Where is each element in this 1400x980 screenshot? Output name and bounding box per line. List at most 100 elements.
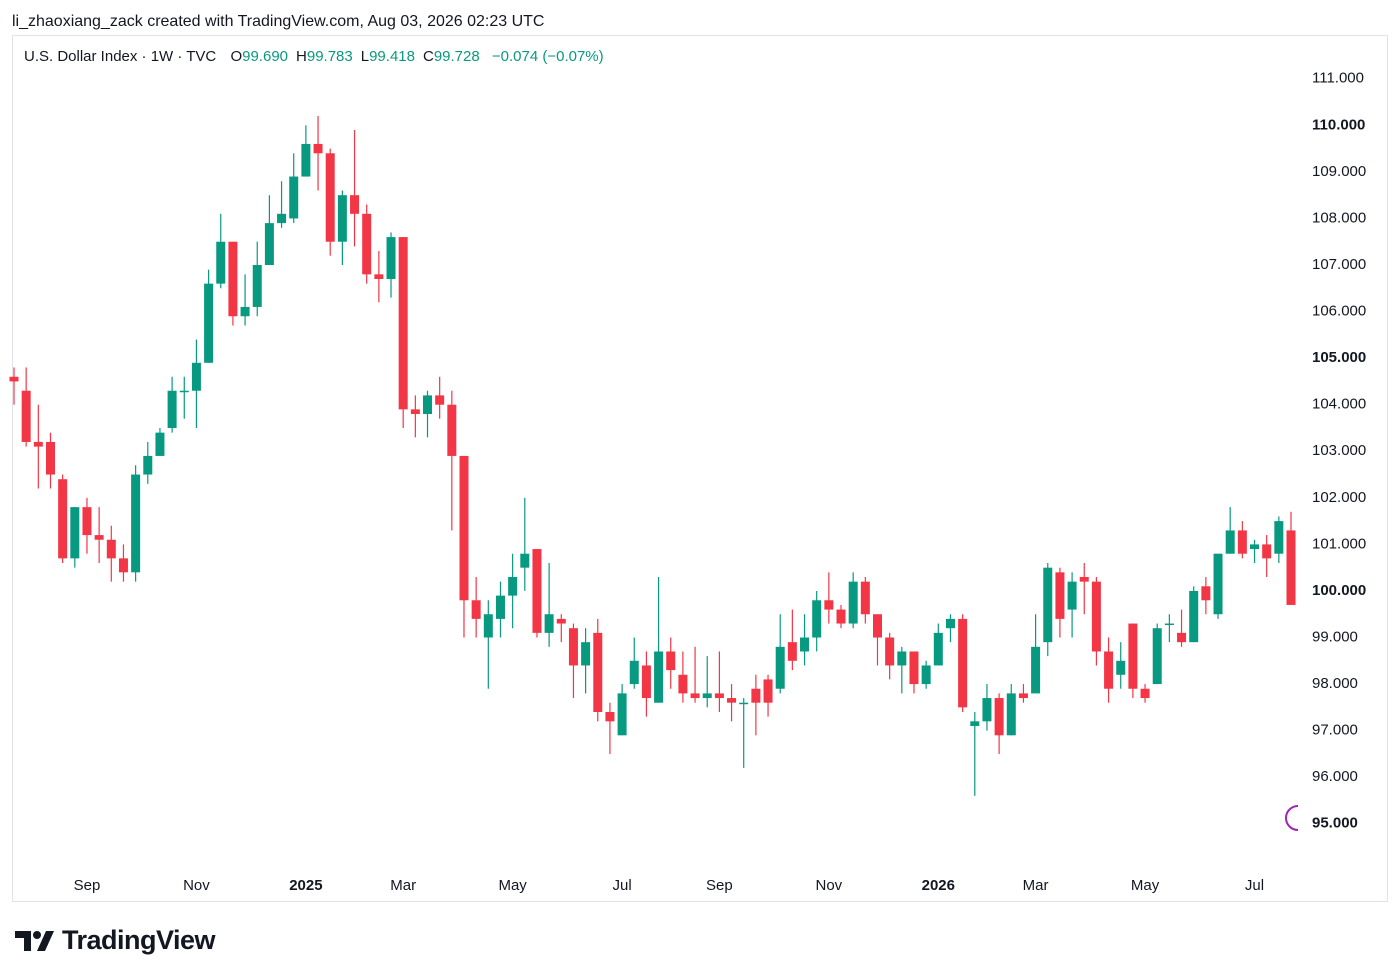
candle-body	[447, 404, 457, 456]
candle-body	[654, 651, 664, 703]
candle-body	[1067, 581, 1077, 610]
candle-body	[155, 432, 165, 456]
symbol: U.S. Dollar Index · 1W · TVC	[24, 48, 217, 65]
candle-body	[629, 660, 639, 685]
candle-body	[33, 441, 43, 447]
candle-body	[1043, 567, 1053, 643]
ohlc-label: H	[296, 48, 307, 65]
candle-body	[1177, 632, 1187, 643]
candle-body	[617, 693, 627, 736]
candle-body	[1055, 572, 1065, 619]
candle-body	[1091, 581, 1101, 652]
candle-body	[1018, 693, 1028, 699]
candle-body	[350, 195, 360, 214]
candle-body	[994, 698, 1004, 736]
candle-body	[593, 632, 603, 713]
candle-body	[702, 693, 712, 699]
candle-body	[1250, 544, 1260, 550]
credit: li_zhaoxiang_zack created with TradingVi…	[12, 13, 545, 30]
ohlc-value: 99.783	[306, 48, 353, 65]
candle-body	[167, 390, 177, 428]
candle-body	[970, 721, 980, 726]
logo-part	[33, 931, 41, 939]
y-tick-label: 102.000	[1312, 489, 1366, 506]
y-tick-label: 106.000	[1312, 303, 1366, 320]
ohlc-value: 99.418	[369, 48, 415, 65]
candle-body	[216, 241, 226, 284]
candle-body	[191, 362, 201, 391]
candle-body	[666, 651, 676, 671]
y-tick-label: 96.000	[1312, 768, 1358, 785]
candle-body	[739, 702, 749, 705]
ohlc-label: C	[422, 48, 434, 65]
y-tick-label: 101.000	[1312, 535, 1366, 552]
candle-body	[82, 507, 92, 536]
x-tick-label: Mar	[390, 877, 416, 894]
y-tick-label: 105.000	[1312, 349, 1366, 366]
candle-body	[1286, 530, 1296, 605]
candle-body	[252, 265, 262, 307]
candle-body	[556, 618, 566, 624]
candle-body	[568, 628, 578, 666]
chart-frame	[12, 35, 1388, 902]
candle-body	[1140, 688, 1150, 699]
candle-body	[9, 376, 19, 382]
candle-body	[459, 455, 469, 601]
candle-body	[301, 143, 311, 177]
candle-body	[1152, 628, 1162, 685]
x-tick-label: Jul	[1245, 877, 1264, 894]
candle-body	[714, 693, 724, 699]
candle-body	[787, 642, 797, 661]
x-tick-label: 2025	[289, 877, 322, 894]
candle-body	[836, 609, 846, 624]
candle-body	[897, 651, 907, 666]
candle-body	[581, 642, 591, 666]
candle-body	[228, 241, 238, 317]
candle-body	[313, 143, 323, 154]
candle-body	[240, 306, 250, 317]
logo-icon	[15, 931, 54, 951]
candle-body	[800, 637, 810, 652]
candle-body	[824, 600, 834, 610]
candle-body	[751, 688, 761, 703]
candle-body	[727, 698, 737, 703]
candle-body	[143, 455, 153, 475]
candle-body	[1031, 646, 1041, 694]
ohlc-label: O	[230, 48, 243, 65]
ohlc-label: L	[360, 48, 370, 65]
candle-body	[289, 176, 299, 219]
candle-body	[94, 535, 104, 540]
candle-body	[848, 581, 858, 624]
candle-body	[1262, 544, 1272, 559]
candle-body	[775, 646, 785, 689]
candle-body	[21, 390, 31, 442]
candle-body	[508, 576, 518, 596]
candle-body	[1237, 530, 1247, 554]
x-tick-label: May	[1131, 877, 1160, 894]
change: −0.074 (−0.07%)	[491, 48, 604, 65]
candle-body	[1274, 521, 1284, 554]
candle-body	[495, 595, 505, 619]
candle-body	[204, 283, 214, 363]
candle-body	[362, 213, 372, 275]
logo-part	[15, 931, 31, 951]
ohlc-value: 99.690	[242, 48, 289, 65]
x-tick-label: Mar	[1023, 877, 1049, 894]
candle-body	[532, 549, 542, 633]
y-tick-label: 100.000	[1312, 582, 1366, 599]
logo-part	[37, 931, 54, 951]
candle-body	[70, 507, 80, 559]
x-tick-label: 2026	[922, 877, 955, 894]
candle-body	[1225, 530, 1235, 554]
candle-body	[1189, 590, 1199, 643]
candle-body	[933, 632, 943, 666]
candle-body	[471, 600, 481, 619]
candle-body	[909, 651, 919, 685]
y-tick-label: 110.000	[1312, 116, 1365, 133]
candle-body	[605, 712, 615, 722]
y-tick-label: 111.000	[1312, 70, 1364, 87]
candle-body	[58, 479, 68, 559]
candle-body	[435, 395, 445, 405]
y-tick-label: 99.000	[1312, 628, 1358, 645]
candle-body	[1116, 660, 1126, 675]
